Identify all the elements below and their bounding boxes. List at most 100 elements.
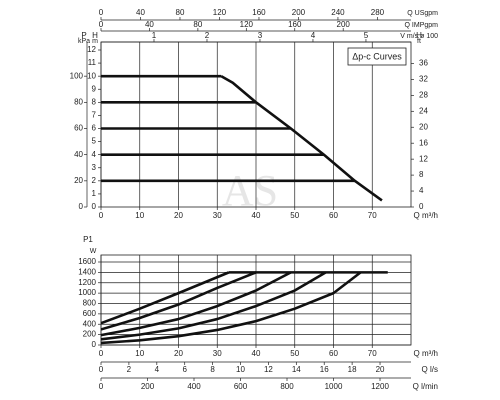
bottom-axis-tick-label: 18 xyxy=(348,365,357,374)
curve xyxy=(100,271,362,345)
bottom-axis-tick-label: 0 xyxy=(99,382,104,391)
bottom-axis-tick-label: 6 xyxy=(182,365,187,374)
x-tick-label: 50 xyxy=(290,211,299,220)
top-axis-title: Q USgpm xyxy=(407,10,438,17)
y2-tick-label: 32 xyxy=(419,75,428,84)
y-tick-label: 11 xyxy=(88,58,97,67)
y-tick-label: 1 xyxy=(92,189,97,198)
top-axis-tick-label: 160 xyxy=(252,8,266,17)
watermark: AS xyxy=(222,166,278,215)
top-axis-tick-label: 2 xyxy=(205,31,210,40)
y2-tick-label: 20 xyxy=(419,122,428,131)
x-tick-label: 10 xyxy=(135,349,144,358)
y2-tick-label: 28 xyxy=(419,90,428,99)
y-tick-label: 10 xyxy=(87,71,96,80)
top-axis-tick-label: 40 xyxy=(136,8,145,17)
y2-tick-label: 12 xyxy=(419,154,428,163)
top-axis-title: Q IMPgpm xyxy=(405,22,439,29)
top-axis-tick-label: 200 xyxy=(337,20,351,29)
bottom-axis-tick-label: 8 xyxy=(210,365,215,374)
x-tick-label: 10 xyxy=(135,211,144,220)
top-axis-tick-label: 3 xyxy=(258,31,263,40)
y-axis-title: P1 xyxy=(83,235,93,244)
p-tick-label: 20 xyxy=(74,176,83,185)
y2-tick-label: 24 xyxy=(419,106,428,115)
y-tick-label: 0 xyxy=(92,202,97,211)
y-tick-label: 400 xyxy=(83,319,97,328)
y-tick-label: 8 xyxy=(92,97,97,106)
y2-axis-unit: ft xyxy=(417,38,421,45)
y-tick-label: 1000 xyxy=(78,288,96,297)
bottom-axis-tick-label: 200 xyxy=(141,382,155,391)
y-tick-label: 600 xyxy=(83,309,97,318)
x-tick-label: 30 xyxy=(213,349,222,358)
curve xyxy=(100,271,230,325)
top-axis-tick-label: 120 xyxy=(240,20,254,29)
bottom-axis-tick-label: 10 xyxy=(236,365,245,374)
p-axis-title: P xyxy=(81,31,86,40)
bottom-axis-tick-label: 12 xyxy=(264,365,273,374)
x-tick-label: 0 xyxy=(99,211,104,220)
bottom-axis-tick-label: 1000 xyxy=(325,382,343,391)
bottom-axis-tick-label: 800 xyxy=(280,382,294,391)
bottom-axis-tick-label: 0 xyxy=(99,365,104,374)
top-axis-tick-label: 80 xyxy=(193,20,202,29)
plot-frame xyxy=(100,254,412,346)
y2-tick-label: 0 xyxy=(419,202,424,211)
top-axis-tick-label: 280 xyxy=(371,8,385,17)
y-tick-label: 1400 xyxy=(78,267,96,276)
y-tick-label: 7 xyxy=(92,111,97,120)
bottom-axis-tick-label: 600 xyxy=(234,382,248,391)
bottom-axis-tick-label: 14 xyxy=(292,365,301,374)
y-tick-label: 800 xyxy=(83,299,97,308)
p-tick-label: 60 xyxy=(74,124,83,133)
y2-tick-label: 4 xyxy=(419,186,424,195)
bottom-axis-tick-label: 400 xyxy=(187,382,201,391)
x-tick-label: 30 xyxy=(213,211,222,220)
y2-tick-label: 16 xyxy=(419,138,428,147)
curve xyxy=(100,271,327,341)
x-tick-label: 60 xyxy=(329,349,338,358)
y-axis-unit: m xyxy=(92,38,98,45)
y-axis-unit: W xyxy=(90,248,97,255)
p-tick-label: 40 xyxy=(74,150,83,159)
legend-title: Δp-c Curves xyxy=(352,51,402,61)
y-tick-label: 5 xyxy=(92,137,97,146)
y-axis-title: H xyxy=(92,31,98,40)
curve xyxy=(100,271,257,331)
x-axis-title: Q m³/h xyxy=(414,349,438,358)
top-axis-tick-label: 120 xyxy=(213,8,227,17)
top-axis-tick-label: 0 xyxy=(99,20,104,29)
p-tick-label: 0 xyxy=(79,202,84,211)
x-tick-label: 70 xyxy=(368,211,377,220)
p-tick-label: 80 xyxy=(74,97,83,106)
top-axis-title: V m/s ø 100 xyxy=(400,33,438,40)
bottom-axis-tick-label: 1200 xyxy=(371,382,389,391)
y-tick-label: 4 xyxy=(92,150,97,159)
y-tick-label: 6 xyxy=(92,124,97,133)
bottom-axis-title: Q l/min xyxy=(413,382,438,391)
bottom-axis-tick-label: 20 xyxy=(376,365,385,374)
x-axis-title: Q m³/h xyxy=(414,211,438,220)
top-axis-tick-label: 200 xyxy=(292,8,306,17)
x-tick-label: 20 xyxy=(174,349,183,358)
top-axis-tick-label: 5 xyxy=(364,31,369,40)
y2-tick-label: 8 xyxy=(419,170,424,179)
y-tick-label: 0 xyxy=(92,340,97,349)
y-tick-label: 2 xyxy=(92,176,97,185)
y2-tick-label: 36 xyxy=(419,59,428,68)
y-tick-label: 3 xyxy=(92,163,97,172)
y-tick-label: 1200 xyxy=(78,278,96,287)
top-axis-tick-label: 1 xyxy=(152,31,157,40)
x-tick-label: 50 xyxy=(290,349,299,358)
x-tick-label: 0 xyxy=(99,349,104,358)
bottom-axis-tick-label: 16 xyxy=(320,365,329,374)
bottom-axis-title: Q l/s xyxy=(422,365,438,374)
bottom-axis-tick-label: 2 xyxy=(127,365,132,374)
y-tick-label: 1600 xyxy=(78,257,96,266)
top-axis-tick-label: 80 xyxy=(176,8,185,17)
y-tick-label: 200 xyxy=(83,330,97,339)
y-tick-label: 12 xyxy=(87,45,96,54)
top-axis-tick-label: 160 xyxy=(288,20,302,29)
